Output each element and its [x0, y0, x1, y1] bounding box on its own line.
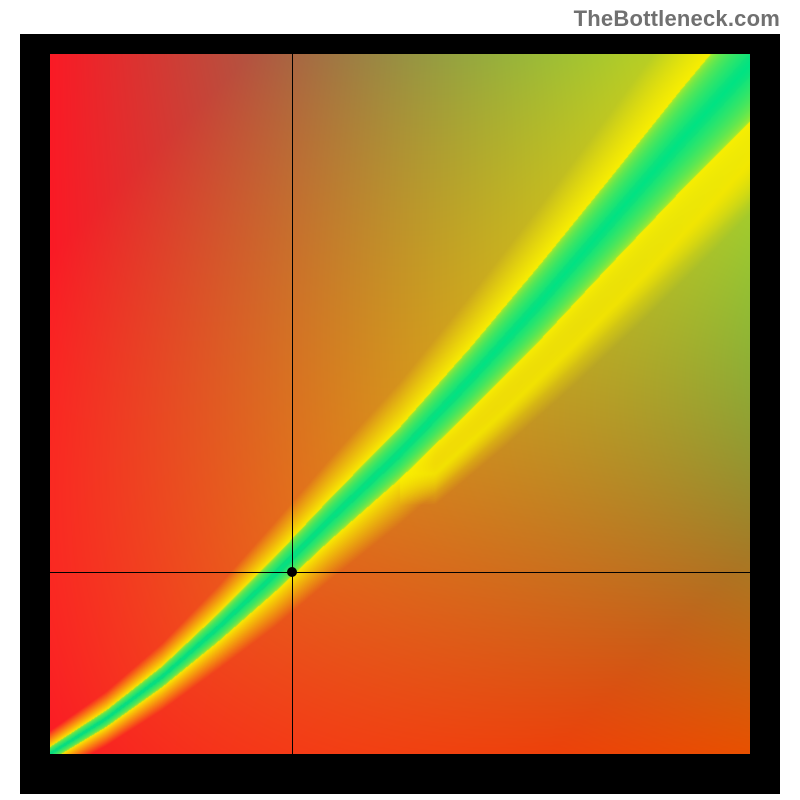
crosshair-vertical — [292, 54, 293, 754]
stage: TheBottleneck.com — [0, 0, 800, 800]
heatmap-canvas — [50, 54, 750, 754]
chart-frame — [20, 34, 780, 794]
crosshair-dot — [287, 567, 297, 577]
crosshair-horizontal — [50, 572, 750, 573]
watermark-text: TheBottleneck.com — [574, 6, 780, 32]
